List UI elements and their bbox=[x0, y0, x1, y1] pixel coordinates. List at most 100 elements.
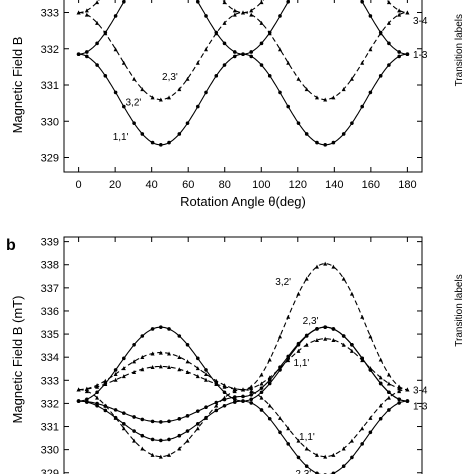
data-point-a-2 bbox=[103, 31, 108, 36]
y-axis-label-b: Magnetic Field B (mT) bbox=[10, 296, 25, 424]
data-point-b-5 bbox=[277, 366, 282, 371]
data-point-b-4 bbox=[113, 371, 118, 376]
data-point-b-1 bbox=[122, 422, 126, 426]
y-tick-label: 331 bbox=[41, 80, 59, 92]
data-point-a-1 bbox=[397, 54, 401, 59]
data-point-b-3 bbox=[296, 291, 301, 296]
data-point-a-1 bbox=[360, 104, 364, 109]
data-point-b-4 bbox=[140, 354, 145, 359]
data-point-a-3 bbox=[323, 97, 328, 102]
data-point-b-5 bbox=[113, 377, 118, 382]
data-point-b-2 bbox=[286, 354, 291, 359]
data-point-b-0 bbox=[159, 325, 163, 329]
data-point-b-5 bbox=[167, 364, 172, 369]
data-point-b-3 bbox=[386, 372, 391, 377]
series-line-b-5 bbox=[78, 338, 408, 391]
data-point-a-2 bbox=[386, 0, 391, 5]
data-point-a-1 bbox=[304, 132, 309, 136]
data-point-b-5 bbox=[195, 374, 200, 379]
curve-annotation: 1,1' bbox=[299, 432, 315, 443]
y-tick-label: 333 bbox=[41, 8, 59, 20]
data-point-a-0 bbox=[140, 132, 145, 136]
data-point-b-1 bbox=[103, 408, 108, 413]
data-point-b-2 bbox=[95, 401, 99, 406]
data-point-b-4 bbox=[349, 438, 354, 443]
curve-annotation: 1,1' bbox=[294, 358, 310, 369]
data-point-b-2 bbox=[331, 327, 336, 331]
data-point-b-4 bbox=[397, 389, 402, 394]
x-tick-label: 40 bbox=[146, 179, 158, 191]
data-point-a-2 bbox=[140, 87, 145, 92]
data-point-b-3 bbox=[277, 334, 282, 339]
data-point-a-0 bbox=[122, 104, 126, 109]
curve-annotation: 3,2' bbox=[126, 97, 142, 108]
data-point-a-1 bbox=[323, 143, 327, 147]
data-point-b-3 bbox=[360, 314, 365, 319]
data-point-a-3 bbox=[241, 10, 245, 15]
data-point-b-5 bbox=[76, 387, 81, 392]
y-tick-label: 329 bbox=[41, 468, 59, 474]
data-point-b-5 bbox=[267, 375, 272, 380]
data-point-b-1 bbox=[232, 400, 237, 404]
data-point-b-2 bbox=[341, 334, 346, 338]
data-point-b-5 bbox=[331, 337, 336, 342]
data-point-b-3 bbox=[368, 334, 373, 339]
data-point-b-0 bbox=[95, 390, 99, 395]
data-point-b-2 bbox=[378, 381, 383, 386]
data-point-a-0 bbox=[103, 74, 108, 78]
data-point-a-1 bbox=[259, 63, 264, 67]
y-axis-label-a: Magnetic Field B bbox=[10, 37, 25, 134]
data-point-b-0 bbox=[167, 327, 171, 331]
data-point-b-5 bbox=[323, 336, 328, 341]
data-point-a-1 bbox=[315, 140, 319, 145]
curve-annotation: 3,2' bbox=[275, 277, 291, 288]
panel-b: b 329 330 331 332 333 334 335 336 337 338 339 Magn… bbox=[6, 236, 465, 474]
data-point-b-3 bbox=[341, 276, 346, 281]
x-tick-label: 60 bbox=[182, 179, 194, 191]
data-point-b-5 bbox=[397, 386, 402, 391]
data-point-b-3 bbox=[314, 264, 319, 269]
data-point-a-1 bbox=[296, 121, 301, 125]
data-point-b-5 bbox=[95, 384, 100, 389]
data-point-b-2 bbox=[167, 419, 171, 424]
data-point-b-3 bbox=[177, 446, 182, 451]
data-point-b-3 bbox=[121, 426, 126, 431]
data-point-b-2 bbox=[315, 327, 319, 331]
y-tick-label: 338 bbox=[41, 260, 59, 272]
data-point-a-2 bbox=[95, 20, 100, 25]
y-tick-label: 331 bbox=[41, 422, 59, 434]
data-point-a-1 bbox=[368, 90, 373, 95]
data-point-b-2 bbox=[204, 405, 208, 410]
data-point-a-0 bbox=[132, 121, 136, 125]
data-point-a-1 bbox=[122, 0, 126, 4]
transition-labels-title-a: Transition labels bbox=[454, 14, 465, 86]
data-point-b-1 bbox=[140, 433, 145, 438]
data-point-a-2 bbox=[195, 60, 200, 65]
data-point-b-5 bbox=[360, 358, 365, 363]
data-point-a-1 bbox=[95, 41, 99, 46]
data-point-b-5 bbox=[121, 374, 126, 379]
data-point-b-3 bbox=[323, 261, 328, 266]
data-point-a-0 bbox=[167, 140, 171, 145]
data-point-b-1 bbox=[249, 397, 254, 402]
data-point-a-0 bbox=[222, 63, 227, 67]
data-point-b-5 bbox=[349, 348, 354, 353]
data-point-b-2 bbox=[150, 419, 155, 424]
data-point-b-5 bbox=[185, 369, 190, 374]
data-point-b-2 bbox=[397, 397, 401, 402]
data-point-b-4 bbox=[341, 446, 346, 451]
data-point-b-2 bbox=[296, 341, 301, 346]
data-point-b-3 bbox=[267, 357, 272, 362]
data-point-b-2 bbox=[350, 343, 354, 347]
data-point-b-0 bbox=[368, 430, 373, 435]
data-point-a-3 bbox=[286, 60, 291, 65]
data-point-b-0 bbox=[150, 327, 155, 331]
data-point-b-5 bbox=[214, 382, 219, 387]
data-point-b-5 bbox=[304, 342, 309, 347]
x-axis-label-a: Rotation Angle θ(deg) bbox=[180, 194, 306, 209]
data-point-b-2 bbox=[113, 408, 118, 412]
data-point-a-2 bbox=[232, 12, 237, 17]
data-point-a-3 bbox=[368, 47, 373, 52]
data-point-b-3 bbox=[214, 403, 219, 408]
